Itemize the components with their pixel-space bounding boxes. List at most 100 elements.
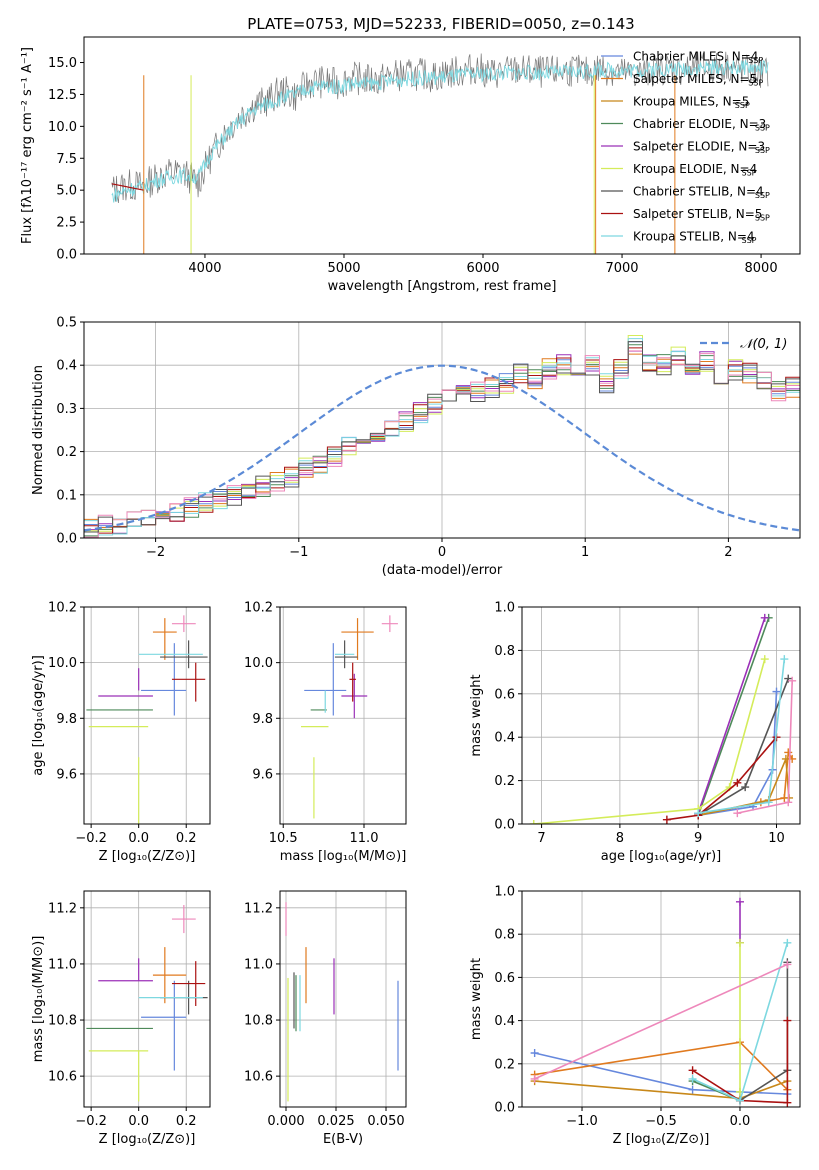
panel-mass-z: −0.2 0.0 0.2 10.6 10.8 11.0 11.2 Z [log₁₀(Z/Z⊙)…: [31, 890, 211, 1147]
x-tick-label: 0.050: [367, 1114, 404, 1129]
weight-marker: [783, 1098, 792, 1107]
histogram-step-line: [84, 350, 800, 538]
weight-marker: [529, 820, 538, 824]
y-tick-label: 11.0: [244, 957, 273, 972]
x-axis-label: (data-model)/error: [382, 563, 503, 578]
legend-subscript: SSP: [748, 56, 763, 65]
weight-line: [533, 658, 766, 824]
y-tick-label: 10.8: [244, 1014, 273, 1029]
weight-marker: [764, 798, 773, 807]
plot-area: [84, 335, 800, 538]
panel-mass-ebv: 0.000 0.025 0.050 10.6 10.8 11.0 11.2 E(B-V): [244, 890, 407, 1147]
plot-area: [530, 897, 792, 1107]
weight-marker: [760, 613, 769, 622]
x-tick-label: −1.0: [566, 1114, 598, 1129]
legend-label: Salpeter ELODIE, N=3: [633, 140, 765, 154]
x-tick-label: −2: [146, 545, 165, 560]
x-axis-label: Z [log₁₀(Z/Z⊙)]: [99, 849, 196, 864]
y-tick-label: 0.2: [494, 1057, 515, 1072]
errorbar-point: [141, 980, 187, 1071]
weight-marker: [530, 1074, 539, 1083]
y-tick-label: 0.8: [494, 644, 515, 659]
axes-frame: [521, 606, 801, 825]
y-tick-label: 10.0: [48, 656, 77, 671]
y-axis-label: Normed distribution: [31, 365, 46, 495]
y-tick-label: 9.6: [56, 767, 77, 782]
weight-marker: [688, 1085, 697, 1094]
y-tick-label: 1.0: [494, 885, 515, 900]
plot-area: [86, 905, 208, 1102]
x-axis-label: Z [log₁₀(Z/Z⊙)]: [99, 1132, 196, 1147]
panel-residuals: −2 −1 0 1 2 0.0 0.1 0.2 0.3 0.4 0.5 (data-model)/er…: [31, 316, 801, 578]
y-tick-label: 0.4: [56, 359, 77, 374]
legend-subscript: SSP: [735, 101, 750, 110]
gaussian-curve: [84, 364, 800, 532]
y-tick-label: 10.0: [48, 120, 77, 135]
x-tick-label: 0.025: [317, 1114, 354, 1129]
figure-title: PLATE=0753, MJD=52233, FIBERID=0050, z=0…: [247, 15, 634, 33]
errorbar-point: [381, 615, 398, 633]
legend-label: Kroupa MILES, N=5: [633, 95, 749, 109]
legend-label: Salpeter MILES, N=5: [633, 72, 757, 86]
y-tick-label: 1.0: [494, 601, 515, 616]
plot-area: [86, 615, 208, 824]
x-tick-label: 0.000: [267, 1114, 304, 1129]
y-axis-label: mass weight: [469, 958, 484, 1040]
errorbar-point: [171, 662, 206, 702]
x-axis-label: age [log₁₀(age/yr)]: [601, 849, 722, 864]
axes-frame: [279, 890, 407, 1108]
y-tick-label: 0.1: [56, 488, 77, 503]
errorbar-point: [152, 618, 177, 660]
y-tick-label: 12.5: [48, 88, 77, 103]
y-tick-label: 5.0: [56, 184, 77, 199]
x-tick-label: 1: [581, 545, 589, 560]
errorbar-point: [341, 618, 374, 660]
x-axis-label: wavelength [Angstrom, rest frame]: [328, 279, 557, 294]
weight-line: [534, 963, 788, 1080]
y-tick-label: 11.0: [48, 957, 77, 972]
weight-marker: [781, 754, 790, 763]
y-tick-label: 11.2: [244, 901, 273, 916]
y-tick-label: 10.6: [48, 1070, 77, 1085]
errorbar-point: [152, 947, 187, 1004]
x-tick-label: 6000: [466, 261, 499, 276]
y-tick-label: 10.6: [244, 1070, 273, 1085]
plot-area: [301, 615, 398, 819]
panel-spectrum: 4000 5000 6000 7000 8000 0.0 2.5 5.0 7.5 10.0 12.5…: [20, 36, 801, 294]
legend-label: Chabrier ELODIE, N=3: [633, 117, 766, 131]
y-tick-label: 0.4: [494, 1014, 515, 1029]
x-axis-label: mass [log₁₀(M/M⊙)]: [280, 849, 407, 864]
x-tick-label: 9: [694, 831, 702, 846]
plot-area: [285, 902, 399, 1102]
panel-weight-z: −1.0 −0.5 0.0 0.0 0.2 0.4 0.6 0.8 1.0 Z [log₁₀(Z/…: [469, 885, 801, 1147]
x-tick-label: 0.0: [128, 831, 149, 846]
weight-marker: [772, 687, 781, 696]
x-tick-label: 0.2: [176, 1114, 197, 1129]
y-tick-label: 9.8: [56, 712, 77, 727]
x-tick-label: 2: [724, 545, 732, 560]
weight-line: [692, 1020, 789, 1104]
panel-age-mass: 10.5 11.0 9.6 9.8 10.0 10.2 mass [log₁₀(M/M⊙)]: [244, 601, 407, 864]
weight-marker: [735, 897, 744, 906]
weight-marker: [783, 960, 792, 969]
y-axis-label: mass [log₁₀(M/M⊙)]: [31, 936, 46, 1063]
spectrum-red-line: [111, 183, 144, 191]
x-tick-label: 0.0: [730, 1114, 751, 1129]
legend-label: Chabrier MILES, N=4: [633, 50, 758, 64]
errorbar-point: [171, 961, 206, 1007]
y-tick-label: 10.8: [48, 1014, 77, 1029]
weight-marker: [760, 655, 769, 664]
weight-marker: [694, 809, 703, 818]
y-tick-label: 0.3: [56, 402, 77, 417]
errorbar-point: [349, 662, 356, 702]
y-axis-label: age [log₁₀(age/yr)]: [31, 655, 46, 776]
y-tick-label: 11.2: [48, 901, 77, 916]
x-axis-label: Z [log₁₀(Z/Z⊙)]: [613, 1132, 710, 1147]
plots: 4000 5000 6000 7000 80000.02.55.07.510.012.5…: [20, 36, 801, 1147]
axes-frame: [83, 890, 211, 1108]
y-tick-label: 9.6: [252, 767, 273, 782]
legend-label: Salpeter STELIB, N=5: [633, 207, 762, 221]
y-tick-label: 2.5: [56, 216, 77, 231]
histogram-step-line: [84, 344, 800, 537]
